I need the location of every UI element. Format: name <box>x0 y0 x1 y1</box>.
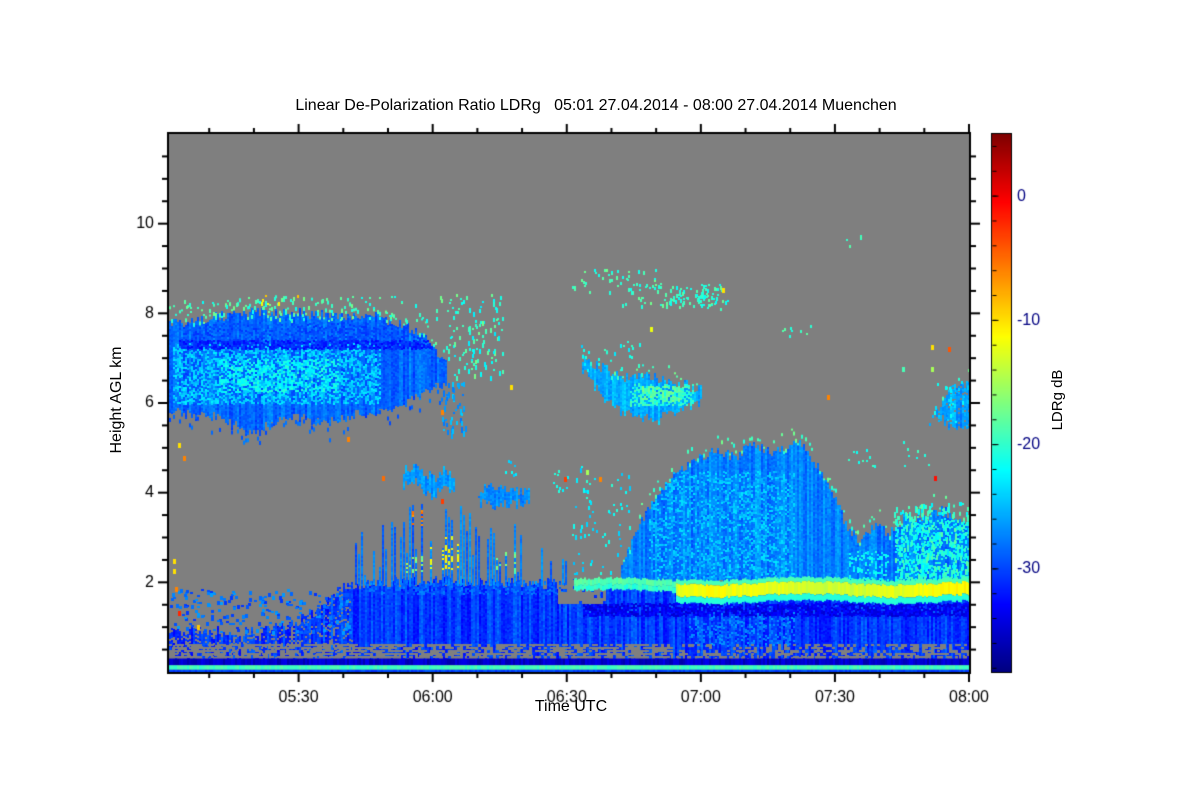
chart-title: Linear De-Polarization Ratio LDRg 05:01 … <box>295 97 897 114</box>
x-axis-label: Time UTC <box>534 698 608 715</box>
y-axis-label: Height AGL km <box>108 346 125 454</box>
colorbar-label: LDRg dB <box>1049 369 1066 431</box>
